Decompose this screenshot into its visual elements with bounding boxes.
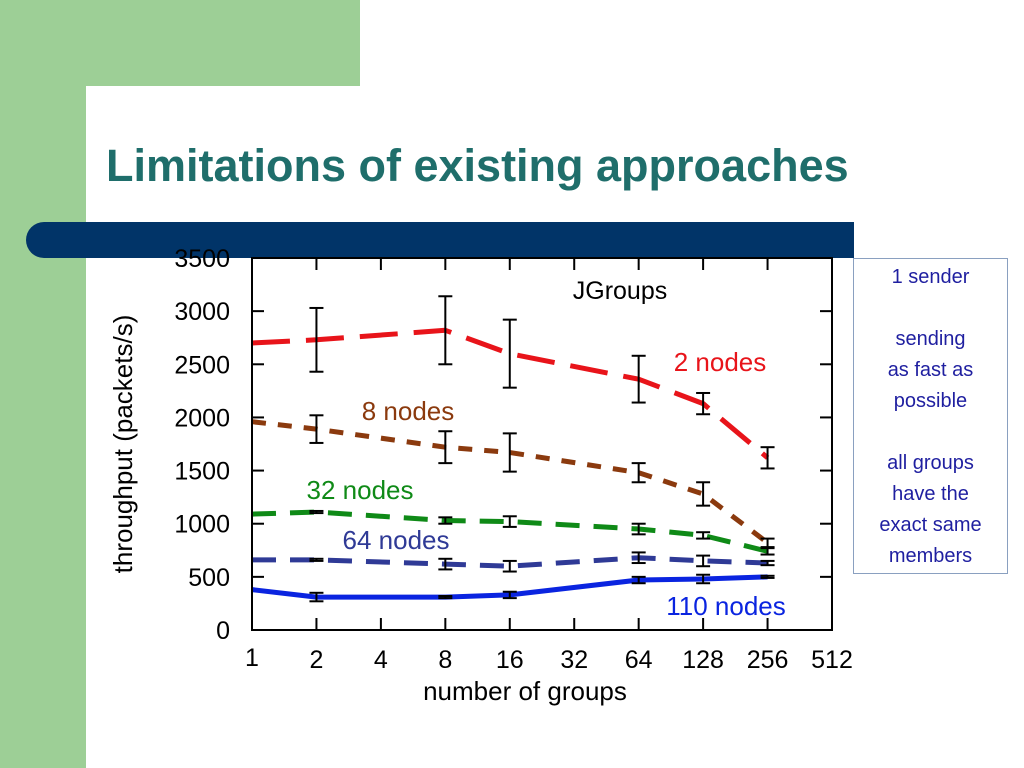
y-tick-label: 500: [188, 564, 230, 592]
x-tick-label: 256: [747, 646, 789, 674]
x-tick-label: 4: [374, 646, 388, 674]
y-tick-label: 0: [216, 617, 230, 645]
top-decoration: [0, 0, 360, 86]
series-label-2-nodes: 2 nodes: [674, 347, 767, 377]
series-label-8-nodes: 8 nodes: [362, 396, 455, 426]
chart-ticks: 0 500 1000 1500 2000 2500 3000 3500 1 2 4 8 16 32 64 12…: [174, 245, 852, 674]
note-line: 1 sender: [891, 266, 970, 288]
plot-frame: [251, 257, 833, 631]
x-tick-label: 128: [682, 646, 724, 674]
note-line: have the: [892, 483, 969, 505]
series-label-110-nodes: 110 nodes: [666, 591, 786, 621]
note-line: members: [888, 545, 973, 567]
x-tick-label: 8: [438, 646, 452, 674]
slide-title: Limitations of existing approaches: [106, 140, 849, 191]
y-tick-label: 3500: [174, 245, 230, 273]
x-tick-label: 1: [245, 644, 259, 672]
y-tick-label: 2500: [174, 351, 230, 379]
chart-series: [251, 295, 775, 603]
y-axis-label: throughput (packets/s): [108, 315, 138, 574]
note-line: all groups: [887, 452, 974, 474]
x-tick-label: 64: [625, 646, 653, 674]
sidebar-decoration: [0, 0, 86, 768]
series-label-64-nodes: 64 nodes: [343, 525, 450, 555]
y-tick-label: 1000: [174, 511, 230, 539]
x-tick-label: 2: [309, 646, 323, 674]
note-line: as fast as: [887, 359, 974, 381]
note-box: 1 sender sending as fast as possible all…: [853, 258, 1008, 574]
note-line: exact same: [879, 514, 982, 536]
x-tick-label: 512: [811, 646, 853, 674]
note-line: possible: [893, 390, 968, 412]
y-tick-label: 1500: [174, 458, 230, 486]
series-label-32-nodes: 32 nodes: [307, 475, 414, 505]
x-tick-label: 16: [496, 646, 524, 674]
x-axis-label: number of groups: [423, 676, 627, 706]
chart-title: JGroups: [573, 277, 667, 305]
note-line: sending: [895, 328, 966, 350]
title-divider-bar: [26, 222, 854, 258]
y-tick-label: 3000: [174, 298, 230, 326]
y-tick-label: 2000: [174, 404, 230, 432]
x-tick-label: 32: [560, 646, 588, 674]
